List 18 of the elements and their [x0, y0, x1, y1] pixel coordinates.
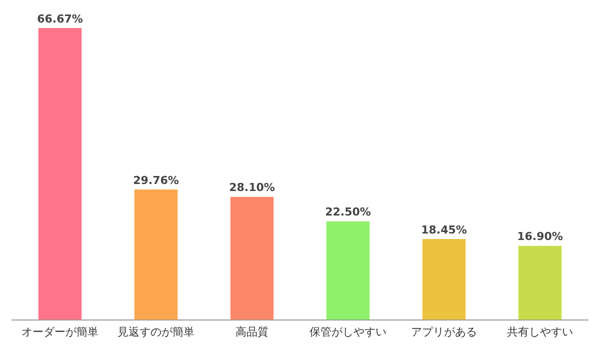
data-label: 28.10% [229, 181, 275, 194]
x-tick-label: 保管がしやすい [310, 325, 386, 338]
x-tick-label: 共有しやすい [507, 325, 573, 338]
bar [134, 190, 178, 320]
x-tick-label: 高品質 [236, 325, 268, 338]
data-label: 66.67% [37, 12, 83, 26]
data-label: 29.76% [133, 174, 179, 187]
bar [422, 239, 466, 320]
data-label: 16.90% [517, 230, 563, 244]
bar [230, 196, 274, 320]
data-label: 18.45% [421, 223, 467, 236]
x-tick-label: オーダーが簡単 [22, 325, 98, 338]
x-tick-label: 見返すのが簡単 [118, 325, 194, 338]
bar [38, 28, 82, 320]
bar [518, 246, 562, 320]
data-label: 22.50% [325, 206, 371, 219]
bar [326, 221, 370, 320]
x-tick-label: アプリがある [411, 325, 477, 338]
